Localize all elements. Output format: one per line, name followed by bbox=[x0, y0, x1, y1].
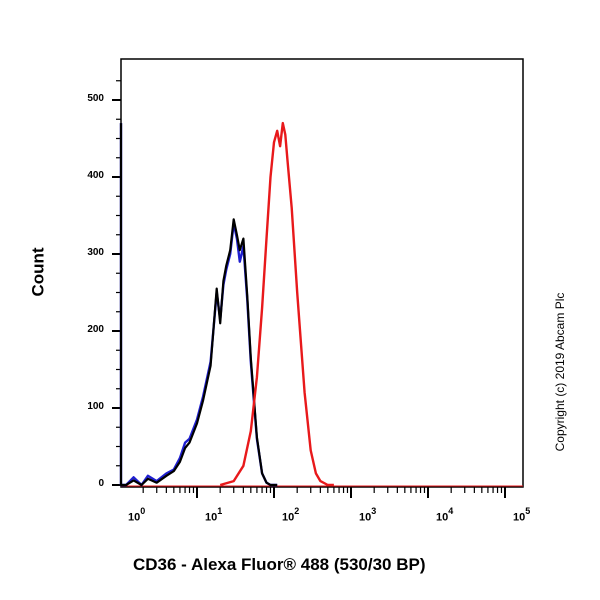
x-tick-label: 100 bbox=[128, 506, 146, 524]
x-tick-label: 104 bbox=[436, 506, 454, 524]
y-tick-label: 400 bbox=[87, 170, 104, 181]
x-tick-label: 101 bbox=[205, 506, 223, 524]
series-line bbox=[119, 123, 278, 487]
plot-frame bbox=[120, 58, 524, 488]
y-tick-label: 0 bbox=[98, 478, 104, 489]
x-axis-label: CD36 - Alexa Fluor® 488 (530/30 BP) bbox=[133, 555, 426, 574]
y-tick-label: 200 bbox=[87, 324, 104, 335]
series-line bbox=[219, 121, 334, 487]
y-tick-label: 500 bbox=[87, 93, 104, 104]
x-tick-label: 103 bbox=[359, 506, 377, 524]
y-tick-label: 300 bbox=[87, 247, 104, 258]
x-axis-ticks bbox=[142, 487, 506, 498]
series-line bbox=[119, 123, 278, 487]
y-axis-label: Count bbox=[28, 247, 48, 297]
x-tick-label: 105 bbox=[513, 506, 531, 524]
copyright-text: Copyright (c) 2019 Abcam Plc bbox=[553, 292, 567, 452]
y-tick-label: 100 bbox=[87, 401, 104, 412]
x-tick-label: 102 bbox=[282, 506, 300, 524]
histogram-series bbox=[119, 121, 523, 487]
y-axis-ticks bbox=[112, 80, 121, 486]
